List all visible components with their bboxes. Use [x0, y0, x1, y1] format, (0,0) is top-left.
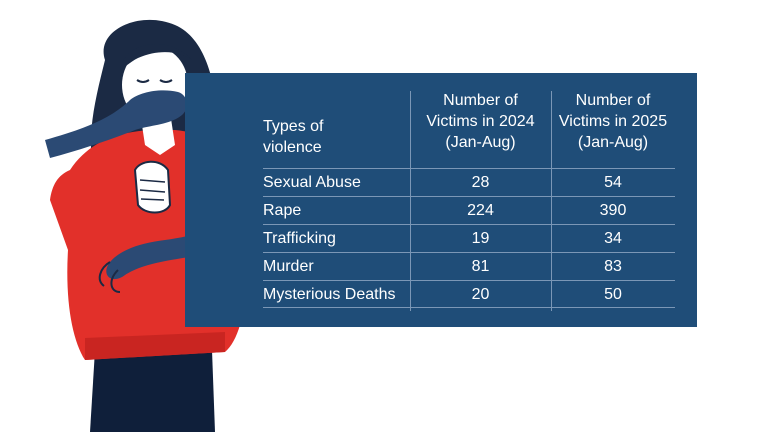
table-row: Murder 81 83: [263, 252, 675, 280]
header-text: Number of: [575, 92, 651, 109]
table-panel: [185, 73, 697, 327]
cell-2024: 81: [471, 258, 490, 275]
column-divider: [410, 91, 411, 311]
cell-2024: 19: [471, 230, 490, 247]
header-text: (Jan-Aug): [445, 134, 516, 151]
cell-type: Trafficking: [263, 230, 336, 247]
cell-2025: 34: [604, 230, 622, 247]
clasped-hands: [133, 160, 172, 214]
cell-2024: 28: [471, 174, 490, 191]
header-text: Types of: [263, 118, 324, 135]
cell-type: Rape: [263, 202, 302, 219]
header-2024: Number of Victims in 2024 (Jan-Aug): [410, 90, 551, 153]
legs: [90, 350, 215, 432]
table-header: Types of violence Number of Victims in 2…: [263, 86, 675, 168]
column-divider: [551, 91, 552, 311]
cell-2024: 224: [467, 202, 494, 219]
cell-2024: 20: [471, 286, 490, 303]
table-row: Rape 224 390: [263, 196, 675, 224]
cell-type: Mysterious Deaths: [263, 286, 396, 303]
table-row: Sexual Abuse 28 54: [263, 168, 675, 196]
aggressor-arm-waist: [106, 215, 239, 280]
cell-2025: 390: [599, 202, 627, 219]
cell-2025: 50: [604, 286, 622, 303]
table-row: Trafficking 19 34: [263, 224, 675, 252]
header-types: Types of violence: [263, 116, 323, 158]
aggressor-arm-top: [45, 90, 187, 158]
cell-type: Murder: [263, 258, 314, 275]
cell-type: Sexual Abuse: [263, 174, 361, 191]
header-text: Victims in 2025: [558, 113, 668, 130]
cell-2025: 83: [604, 258, 622, 275]
header-text: (Jan-Aug): [577, 134, 649, 151]
header-text: Number of: [443, 92, 518, 109]
header-text: violence: [263, 139, 322, 156]
cell-2025: 54: [604, 174, 622, 191]
table-row: Mysterious Deaths 20 50: [263, 280, 675, 308]
header-2025: Number of Victims in 2025 (Jan-Aug): [551, 90, 675, 153]
header-text: Victims in 2024: [426, 113, 535, 130]
victims-table: Types of violence Number of Victims in 2…: [263, 86, 675, 308]
